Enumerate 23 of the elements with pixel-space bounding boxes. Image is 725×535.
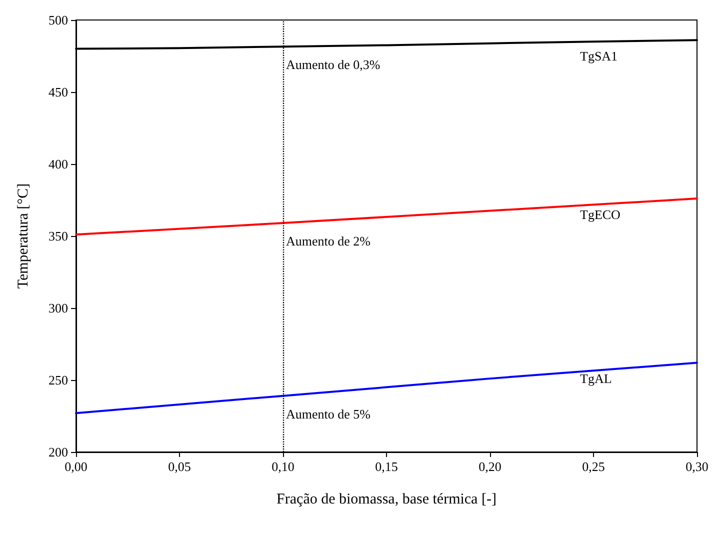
y-tick-label: 350 (48, 228, 68, 244)
x-tick-label: 0,25 (582, 459, 605, 474)
y-tick-label: 400 (48, 156, 68, 172)
annotation: Aumento de 0,3% (286, 57, 380, 72)
x-tick-label: 0,20 (478, 459, 502, 474)
x-tick-label: 0,15 (375, 459, 398, 474)
line-series (75, 198, 698, 236)
y-tick-label: 300 (48, 300, 68, 316)
annotation: Aumento de 5% (286, 406, 371, 422)
y-tick-label: 500 (48, 12, 68, 28)
annotation: Aumento de 2% (286, 234, 371, 249)
y-axis-title: Temperatura [°C] (16, 183, 32, 289)
y-tick-label: 250 (48, 372, 68, 388)
series-label: TgSA1 (580, 48, 618, 64)
y-tick-label: 200 (48, 444, 68, 460)
x-axis-title: Fração de biomassa, base térmica [-] (276, 492, 496, 508)
x-tick-label: 0,30 (686, 459, 708, 474)
x-tick-label: 0,05 (168, 459, 191, 474)
series-label: TgECO (580, 207, 620, 222)
series-label: TgAL (580, 371, 612, 386)
x-tick-label: 0,00 (64, 459, 88, 474)
x-tick-label: 0,10 (272, 459, 294, 474)
y-tick-label: 450 (48, 84, 68, 100)
